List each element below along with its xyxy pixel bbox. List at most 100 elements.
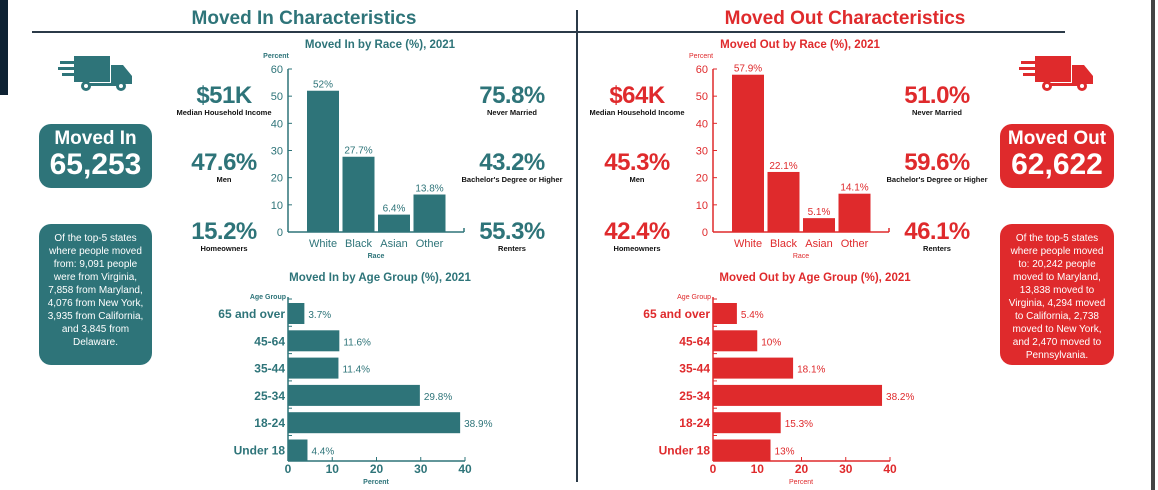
stat-value: 55.3% bbox=[479, 218, 545, 245]
data-label: 38.2% bbox=[886, 392, 914, 403]
x-axis-label: Percent bbox=[789, 479, 813, 486]
moved-in-note: Of the top-5 states where people moved f… bbox=[39, 224, 152, 365]
data-label: 29.8% bbox=[424, 392, 452, 403]
y-tick-label: Under 18 bbox=[659, 444, 711, 458]
y-tick-label: 35-44 bbox=[679, 362, 710, 376]
data-label: 13.8% bbox=[415, 184, 443, 195]
x-tick-label: Other bbox=[416, 238, 444, 250]
moved-out-total: Moved Out 62,622 bbox=[1000, 124, 1114, 188]
y-tick-label: 30 bbox=[696, 146, 708, 158]
stat-median-household-income: $64K Median Household Income bbox=[577, 84, 697, 118]
data-label: 11.6% bbox=[343, 337, 371, 348]
stat-value: $51K bbox=[196, 82, 252, 109]
x-tick-label: 0 bbox=[710, 462, 717, 476]
bar-under-18 bbox=[288, 439, 308, 461]
stat-value: 51.0% bbox=[904, 82, 970, 109]
data-label: 11.4% bbox=[342, 365, 370, 376]
y-tick-label: 30 bbox=[271, 146, 283, 158]
stat-never-married: 51.0% Never Married bbox=[877, 84, 997, 118]
y-axis-label: Percent bbox=[263, 53, 289, 60]
y-tick-label: 20 bbox=[271, 173, 283, 185]
y-tick-label: 50 bbox=[696, 91, 708, 103]
y-tick-label: 45-64 bbox=[254, 334, 285, 348]
stat-value: 45.3% bbox=[604, 149, 670, 176]
x-tick-label: 20 bbox=[795, 462, 809, 476]
stat-value: 75.8% bbox=[479, 82, 545, 109]
stat-label: Renters bbox=[498, 244, 526, 253]
data-label: 5.4% bbox=[741, 310, 764, 321]
bar-45-64 bbox=[713, 330, 758, 352]
y-axis-label: Age Group bbox=[250, 294, 286, 301]
x-tick-label: 10 bbox=[326, 462, 340, 476]
stat-label: Men bbox=[216, 175, 232, 184]
data-label: 3.7% bbox=[308, 310, 331, 321]
stat-value: 46.1% bbox=[904, 218, 970, 245]
y-tick-label: 0 bbox=[277, 227, 283, 239]
x-tick-label: White bbox=[309, 238, 337, 250]
bar-other bbox=[838, 193, 871, 232]
data-label: 22.1% bbox=[769, 161, 797, 172]
y-tick-label: 35-44 bbox=[254, 362, 285, 376]
stat-label: Renters bbox=[923, 244, 951, 253]
stat-value: 59.6% bbox=[904, 149, 970, 176]
bar-asian bbox=[803, 218, 835, 232]
data-label: 27.7% bbox=[344, 146, 372, 157]
stat-median-household-income: $51K Median Household Income bbox=[164, 84, 284, 118]
stat-label: Median Household Income bbox=[176, 108, 272, 117]
stat-label: Bachelor's Degree or Higher bbox=[886, 175, 988, 184]
y-tick-label: 65 and over bbox=[218, 307, 285, 321]
data-label: 18.1% bbox=[797, 365, 825, 376]
header-rule bbox=[32, 31, 577, 33]
y-tick-label: 50 bbox=[271, 91, 283, 103]
stat-renters: 46.1% Renters bbox=[877, 220, 997, 254]
x-tick-label: 30 bbox=[839, 462, 853, 476]
stat-label: Never Married bbox=[911, 108, 963, 117]
y-tick-label: 60 bbox=[271, 64, 283, 76]
x-tick-label: 0 bbox=[285, 462, 292, 476]
stat-men: 47.6% Men bbox=[164, 151, 284, 185]
bar-black bbox=[767, 171, 800, 232]
data-label: 15.3% bbox=[785, 419, 813, 430]
data-label: 52% bbox=[313, 80, 333, 91]
y-tick-label: 25-34 bbox=[254, 389, 285, 403]
data-label: 6.4% bbox=[383, 204, 406, 215]
moved-out-header: Moved Out Characteristics bbox=[724, 8, 966, 29]
bar-35-44 bbox=[288, 357, 339, 379]
stat-label: Bachelor's Degree or Higher bbox=[461, 175, 563, 184]
total-label: Moved In bbox=[54, 128, 137, 149]
chart-title: Moved Out by Age Group (%), 2021 bbox=[719, 272, 911, 284]
x-tick-label: 20 bbox=[370, 462, 384, 476]
chart-title: Moved In by Age Group (%), 2021 bbox=[289, 272, 471, 284]
data-label: 5.1% bbox=[808, 207, 831, 218]
data-label: 13% bbox=[775, 447, 795, 458]
stat-label: Homeowners bbox=[200, 244, 248, 253]
total-label: Moved Out bbox=[1007, 128, 1107, 149]
stat-value: 42.4% bbox=[604, 218, 670, 245]
bar-25-34 bbox=[713, 384, 883, 406]
total-value: 65,253 bbox=[49, 148, 142, 181]
bar-25-34 bbox=[288, 384, 420, 406]
x-axis-label: Race bbox=[368, 253, 385, 260]
y-axis-label: Percent bbox=[689, 53, 713, 60]
window-edge-right bbox=[1151, 0, 1155, 490]
bar-65-and-over bbox=[713, 303, 737, 324]
stat-men: 45.3% Men bbox=[577, 151, 697, 185]
truck-icon bbox=[1019, 56, 1093, 91]
x-tick-label: 30 bbox=[414, 462, 428, 476]
stat-homeowners: 15.2% Homeowners bbox=[164, 220, 284, 254]
x-axis-label: Percent bbox=[363, 479, 389, 486]
x-tick-label: Asian bbox=[805, 238, 833, 250]
x-tick-label: 40 bbox=[883, 462, 897, 476]
y-tick-label: 20 bbox=[696, 173, 708, 185]
bar-under-18 bbox=[713, 439, 771, 461]
y-tick-label: 40 bbox=[696, 118, 708, 130]
x-tick-label: Other bbox=[841, 238, 869, 250]
bar-18-24 bbox=[713, 412, 781, 434]
bar-white bbox=[307, 90, 339, 232]
stat-label: Men bbox=[629, 175, 645, 184]
stat-value: 47.6% bbox=[191, 149, 257, 176]
stat-value: 15.2% bbox=[191, 218, 257, 245]
x-axis-label: Race bbox=[793, 253, 809, 260]
bar-white bbox=[732, 74, 764, 232]
stat-never-married: 75.8% Never Married bbox=[452, 84, 572, 118]
